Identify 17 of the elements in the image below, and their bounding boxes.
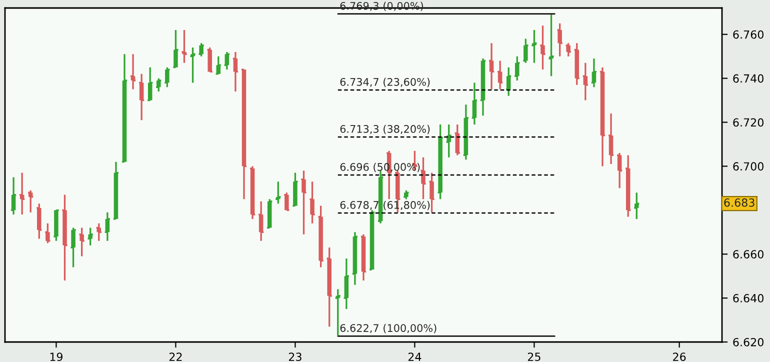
ref-line-label: 6.734,7 (23,60%) [340,78,430,88]
y-tick-label: 6.640 [733,294,764,302]
x-tick-label: 19 [50,352,62,362]
y-tick-label: 6.760 [733,30,764,39]
x-tick-label: 26 [673,352,686,362]
text: 6.683 [724,198,754,207]
x-tick-label: 23 [288,352,302,362]
y-tick-label: 6.620 [733,338,764,346]
ref-line-label: 6.622,7 (100,00%) [340,324,436,334]
x-tick-label: 25 [528,352,540,362]
y-tick-label: 6.720 [733,118,764,127]
ref-line-label: 6.713,3 (38,20%) [340,124,430,134]
y-tick-label: 6.660 [733,250,764,258]
x-tick-label: 24 [408,352,422,361]
y-tick-label: 6.700 [733,162,764,171]
x-tick-label: 22 [169,352,182,361]
y-tick-label: 6.740 [733,74,764,83]
